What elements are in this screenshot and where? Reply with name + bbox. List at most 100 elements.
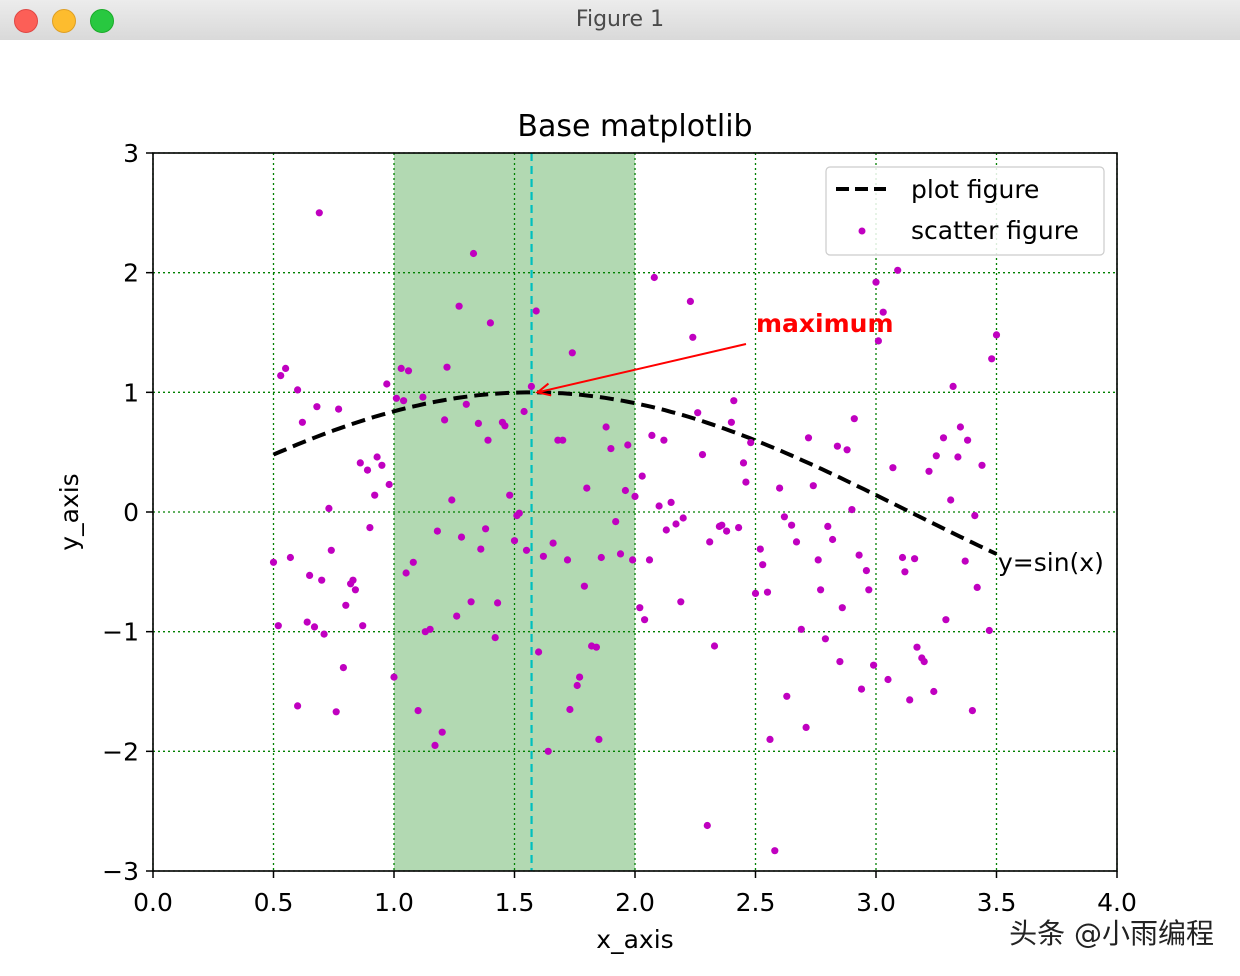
annotation-arrow-shaft [537, 343, 747, 394]
scatter-point [385, 480, 393, 489]
scatter-point [968, 707, 977, 715]
scatter-point [612, 518, 620, 526]
scatter-point [315, 209, 323, 217]
scatter-point [949, 382, 957, 390]
scatter-point [865, 586, 873, 594]
line-label: y=sin(x) [998, 548, 1104, 577]
scatter-series-layer [269, 209, 1001, 855]
scatter-point [672, 520, 680, 528]
scatter-point [453, 612, 461, 620]
x-tick-label: 2.5 [736, 888, 776, 917]
scatter-point [624, 441, 632, 449]
chart-figure: 0.0 0.5 1.0 1.5 2.0 2.5 3.0 3.5 4.0 −3 −2 −1 0 1 2 3 B… [0, 40, 1240, 976]
minimize-window-button[interactable] [52, 9, 76, 33]
scatter-point [563, 556, 572, 564]
scatter-point [879, 308, 887, 316]
scatter-point [325, 504, 333, 512]
scatter-point [298, 418, 306, 426]
close-window-button[interactable] [14, 9, 38, 33]
chart-title: Base matplotlib [517, 109, 752, 144]
scatter-point [780, 513, 789, 521]
scatter-point [462, 400, 470, 408]
scatter-point [602, 423, 610, 431]
scatter-point [727, 418, 736, 426]
scatter-point [294, 702, 302, 710]
scatter-point [373, 453, 381, 461]
x-axis-label: x_axis [596, 925, 673, 954]
x-ticks: 0.0 0.5 1.0 1.5 2.0 2.5 3.0 3.5 4.0 [133, 871, 1137, 917]
x-tick-label: 3.5 [977, 888, 1017, 917]
scatter-point [431, 741, 439, 750]
scatter-point [597, 553, 605, 562]
scatter-point [776, 484, 784, 492]
scatter-point [759, 561, 767, 569]
annotation-arrow-head [535, 382, 552, 397]
y-tick-label: 2 [123, 259, 139, 288]
scatter-point [829, 535, 837, 544]
scatter-point [438, 728, 446, 736]
scatter-point [520, 407, 528, 416]
scatter-point [494, 599, 502, 607]
scatter-point [679, 514, 687, 522]
scatter-point [506, 491, 514, 499]
scatter-point [310, 623, 319, 631]
scatter-point [457, 533, 466, 541]
sin-curve [272, 390, 998, 556]
scatter-point [467, 598, 475, 606]
scatter-point [694, 409, 702, 417]
scatter-point [522, 546, 531, 554]
scatter-point [631, 492, 639, 500]
scatter-point [383, 380, 391, 388]
scatter-point [282, 364, 290, 372]
scatter-point [689, 333, 697, 341]
window-title: Figure 1 [575, 7, 665, 32]
scatter-point [332, 708, 340, 716]
scatter-point [792, 538, 801, 546]
scatter-point [763, 588, 772, 596]
scatter-point [985, 626, 993, 635]
legend-scatter-swatch [858, 227, 866, 235]
scatter-point [730, 397, 738, 405]
line-series-layer [272, 390, 998, 556]
x-tick-label: 3.0 [856, 888, 896, 917]
zoom-window-button[interactable] [90, 9, 114, 33]
scatter-point [947, 496, 955, 504]
scatter-point [706, 538, 714, 546]
scatter-point [911, 555, 919, 563]
scatter-point [549, 539, 557, 547]
scatter-point [277, 372, 285, 380]
scatter-point [872, 278, 880, 286]
scatter-point [703, 821, 711, 830]
scatter-point [978, 461, 986, 469]
y-tick-label: 0 [123, 498, 139, 527]
scatter-point [433, 527, 441, 535]
scatter-point [573, 681, 581, 690]
scatter-point [735, 524, 743, 532]
scatter-point [930, 687, 938, 696]
scatter-point [939, 434, 948, 442]
x-tick-label: 1.5 [495, 888, 535, 917]
scatter-point [469, 249, 478, 258]
title-bar: Figure 1 [0, 0, 1240, 41]
scatter-point [486, 319, 494, 327]
scatter-point [629, 556, 637, 564]
scatter-point [648, 431, 656, 439]
scatter-point [766, 735, 774, 744]
scatter-point [294, 386, 302, 394]
scatter-point [638, 472, 646, 480]
scatter-point [843, 446, 851, 454]
scatter-point [306, 571, 314, 580]
watermark: 头条 @小雨编程 [1009, 917, 1214, 950]
scatter-point [667, 498, 675, 506]
annotation-layer [535, 343, 747, 397]
scatter-point [535, 648, 543, 656]
scatter-point [286, 553, 294, 562]
legend: plot figure scatter figure [825, 166, 1105, 256]
scatter-point [474, 419, 482, 427]
scatter-point [677, 598, 685, 606]
scatter-point [318, 576, 326, 584]
scatter-point [568, 349, 576, 357]
scatter-point [932, 452, 940, 460]
scatter-point [901, 568, 909, 576]
scatter-point [539, 552, 548, 560]
